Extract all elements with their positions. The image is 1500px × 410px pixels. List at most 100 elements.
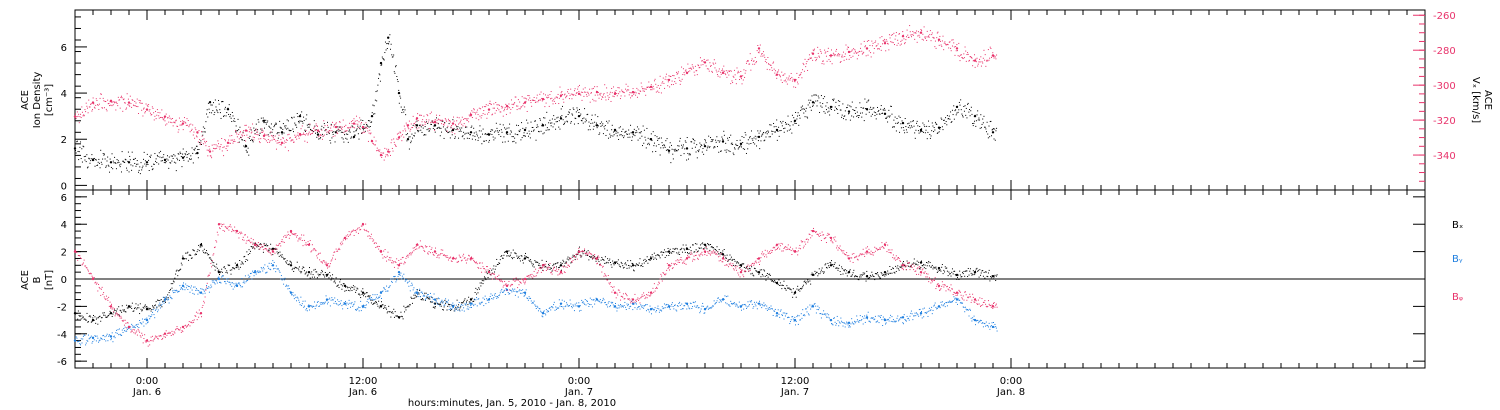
density-trace-dot [806,61,808,63]
ion-density-point [811,101,815,104]
density-trace-dot [471,110,473,112]
density-trace-dot [393,54,395,56]
bx-trace-dot [914,262,916,264]
density-trace-dot [237,142,239,144]
density-trace-dot [493,103,495,105]
density-trace-dot [874,115,876,117]
bx-trace-dot [357,293,359,295]
bx-trace-dot [498,262,500,264]
by-trace-dot [241,278,243,280]
density-trace-dot [513,140,515,142]
density-trace-dot [130,103,132,105]
density-trace-dot [124,102,126,104]
bx-trace-dot [525,256,527,258]
density-trace-dot [439,127,441,129]
density-trace-dot [403,106,405,108]
density-trace-dot [609,136,611,138]
density-trace-dot [298,135,300,137]
density-trace-dot [346,130,348,132]
density-trace-dot [442,126,444,128]
density-trace-dot [164,120,166,122]
by-trace-dot [321,302,323,304]
vx-point [505,104,509,108]
bx-trace-dot [255,243,257,245]
by-point [73,339,77,342]
density-trace-dot [563,123,565,125]
density-trace-dot [400,135,402,137]
density-trace-dot [694,65,696,67]
density-trace-dot [338,121,340,123]
by-trace-dot [147,321,149,323]
density-trace-dot [643,88,645,90]
bx-trace-dot [740,264,742,266]
density-trace-dot [732,75,734,77]
density-trace-dot [475,113,477,115]
bx-trace-dot [682,244,684,246]
bx-trace-dot [756,271,758,273]
bx-trace-dot [169,289,171,291]
bx-trace-dot [172,283,174,285]
density-trace-dot [943,49,945,51]
bx-trace-dot [463,299,465,301]
density-trace-dot [500,135,502,137]
by-trace-dot [152,311,154,313]
bx-trace-dot [161,306,163,308]
density-trace-dot [763,140,765,142]
density-trace-dot [143,158,145,160]
density-trace-dot [802,108,804,110]
bx-trace-dot [532,263,534,265]
by-trace-dot [321,303,323,305]
density-trace-dot [880,49,882,51]
density-trace-dot [686,137,688,139]
density-trace-dot [740,146,742,148]
density-trace-dot [916,30,918,32]
by-trace-dot [389,285,391,287]
by-trace-dot [206,287,208,289]
by-trace-dot [130,328,132,330]
density-trace-dot [624,131,626,133]
density-trace-dot [272,137,274,139]
density-trace-dot [847,104,849,106]
density-trace-dot [777,71,779,73]
bx-trace-dot [422,298,424,300]
density-trace-dot [968,109,970,111]
density-trace-dot [652,85,654,87]
density-trace-dot [160,160,162,162]
bx-point [343,284,347,288]
density-trace-dot [895,130,897,132]
density-trace-dot [75,118,77,120]
density-trace-dot [851,49,853,51]
density-trace-dot [951,109,953,111]
by-trace-dot [167,299,169,301]
density-trace-dot [606,87,608,89]
bx-trace-dot [409,304,411,306]
bx-trace-dot [756,270,758,272]
density-trace-dot [946,124,948,126]
by-point [919,312,923,315]
density-trace-dot [299,120,301,122]
density-trace-dot [541,100,543,102]
bx-trace-dot [832,264,834,266]
by-trace-dot [165,297,166,299]
density-trace-dot [487,104,489,106]
density-trace-dot [364,127,366,129]
density-trace-dot [418,114,420,116]
density-trace-dot [613,134,615,136]
bx-trace-dot [854,275,856,277]
density-trace-dot [492,107,494,109]
density-trace-dot [937,132,939,134]
density-trace-dot [805,110,807,112]
bx-trace-dot [774,279,776,281]
density-trace-dot [301,120,303,122]
density-trace-dot [378,77,380,79]
density-trace-dot [323,127,325,129]
density-trace-dot [626,133,628,135]
bx-trace-dot [575,256,577,258]
density-trace-dot [490,103,492,105]
bx-trace-dot [866,270,868,272]
density-trace-dot [655,145,657,147]
density-trace-dot [269,132,271,134]
bx-trace-dot [216,267,218,269]
density-trace-dot [670,162,672,164]
density-trace-dot [319,138,321,140]
